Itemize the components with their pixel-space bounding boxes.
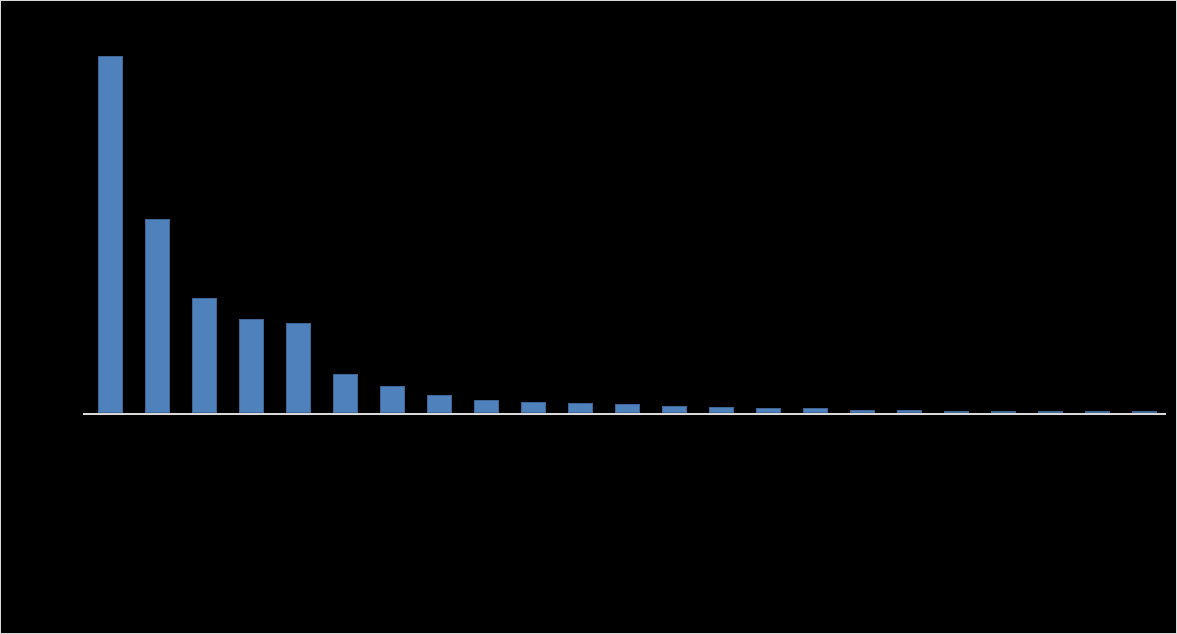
bar [897,410,922,413]
bar [427,395,452,413]
x-axis-baseline [83,413,1166,415]
bar [756,408,781,413]
bar [850,410,875,413]
bar [333,374,358,413]
bar [98,56,123,413]
bar [380,386,405,413]
bar [521,402,546,413]
bar [286,323,311,413]
bar [803,408,828,413]
bar [1038,411,1063,413]
bar [709,407,734,413]
bar [1132,411,1157,413]
bar [474,400,499,413]
bar [944,411,969,413]
bar [991,411,1016,413]
bar [615,404,640,413]
bar [662,406,687,413]
bar [568,403,593,413]
bar [145,219,170,413]
bar [192,298,217,413]
bar [1085,411,1110,413]
bar [239,319,264,413]
